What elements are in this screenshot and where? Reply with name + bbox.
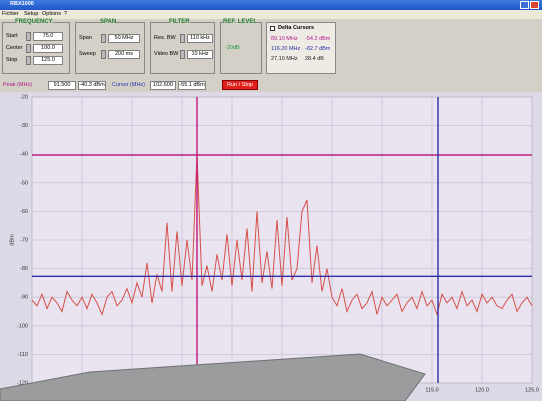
x-tick-label: 120.0 [475, 387, 489, 393]
field-label: Start [6, 33, 18, 39]
delta-value: 27.10 MHz [271, 56, 298, 62]
menu-item[interactable]: Setup [24, 11, 38, 17]
y-tick-label: -80 [20, 266, 28, 272]
span-panel: SPAN Span 50 MHz Sweep 200 ms [75, 22, 145, 74]
cursor-label: Cursor (MHz) [112, 82, 145, 88]
panel-title: REF. LEVEL [223, 19, 257, 25]
field-value[interactable]: 75.0 [33, 32, 63, 41]
delta-value: 89.10 MHz [271, 36, 298, 42]
y-tick-label: -70 [20, 237, 28, 243]
spin[interactable] [101, 34, 106, 43]
spin[interactable] [101, 50, 106, 59]
field-label: Video BW [154, 51, 178, 57]
panel-title: SPAN [100, 19, 116, 25]
x-tick-label: 125.0 [525, 387, 539, 393]
max-button[interactable] [520, 1, 529, 9]
x-tick-label: 115.0 [425, 387, 438, 393]
field-value[interactable]: 125.0 [33, 56, 63, 65]
peak-freq: 91.500 [48, 81, 76, 90]
run-button[interactable]: Run / Stop [222, 80, 258, 90]
menu-item[interactable]: Fichier [2, 11, 19, 17]
y-tick-label: -30 [20, 123, 28, 129]
cursor-level: -55.1 dBm [178, 81, 206, 90]
delta-title: Delta Cursors [278, 25, 314, 31]
menu-bar: Fichier Setup Options? [0, 10, 542, 19]
y-tick-label: -90 [20, 295, 28, 301]
delta-value: -82.7 dBm [305, 46, 330, 52]
filter-panel: FILTER Res. BW 110 kHz Video BW 10 kHz [150, 22, 215, 74]
frequency-panel: FREQUENCY Start 75.0 Center 100.0 Stop 125.0 [2, 22, 70, 74]
field-value[interactable]: 110 kHz [187, 34, 213, 43]
spin[interactable] [26, 44, 31, 53]
field-value[interactable]: 200 ms [108, 50, 140, 59]
field-label: Center [6, 45, 23, 51]
title-bar: RBX1000 [0, 0, 542, 10]
delta-value: 28.4 dB [305, 56, 324, 62]
field-label: Res. BW [154, 35, 176, 41]
spin[interactable] [26, 56, 31, 65]
spin[interactable] [180, 34, 185, 43]
field-label: Sweep [79, 51, 96, 57]
y-tick-label: -100 [17, 323, 28, 329]
spin[interactable] [26, 32, 31, 41]
delta-value: -54.2 dBm [305, 36, 330, 42]
checkbox[interactable] [270, 26, 275, 31]
delta-panel: Delta Cursors 89.10 MHz -54.2 dBm 116.20 M… [266, 22, 336, 74]
field-label: Stop [6, 57, 17, 63]
menu-item[interactable]: ? [64, 11, 67, 17]
field-label: Span [79, 35, 92, 41]
menu-item[interactable]: Options [42, 11, 61, 17]
y-axis-label: dBm [9, 234, 15, 246]
y-tick-label: -110 [17, 352, 28, 358]
peak-level: -40.3 dBm [78, 81, 106, 90]
close-button[interactable] [530, 1, 539, 9]
ref-level-panel: REF. LEVEL -20dB [220, 22, 262, 74]
window-title: RBX1000 [10, 1, 34, 7]
field-value[interactable]: 50 MHz [108, 34, 140, 43]
y-tick-label: -50 [20, 180, 28, 186]
spectrum-chart: -20-30-40-50-60-70-80-90-100-110-12075.0… [0, 92, 542, 401]
spin[interactable] [180, 50, 185, 59]
panel-title: FREQUENCY [15, 19, 53, 25]
field-value[interactable]: 100.0 [33, 44, 63, 53]
y-tick-label: -20 [20, 94, 28, 100]
y-tick-label: -40 [20, 152, 28, 158]
delta-value: 116.20 MHz [271, 46, 300, 52]
ref-value: -20dB [225, 45, 240, 51]
status-row: Peak (MHz) 91.500-40.3 dBm Cursor (MHz) 102… [0, 80, 542, 92]
page: RBX1000 Fichier Setup Options? FREQUENCY S… [0, 0, 542, 401]
cursor-freq: 102.600 [150, 81, 176, 90]
panel-title: FILTER [169, 19, 190, 25]
peak-label: Peak (MHz) [3, 82, 32, 88]
field-value[interactable]: 10 kHz [187, 50, 213, 59]
y-tick-label: -60 [20, 209, 28, 215]
